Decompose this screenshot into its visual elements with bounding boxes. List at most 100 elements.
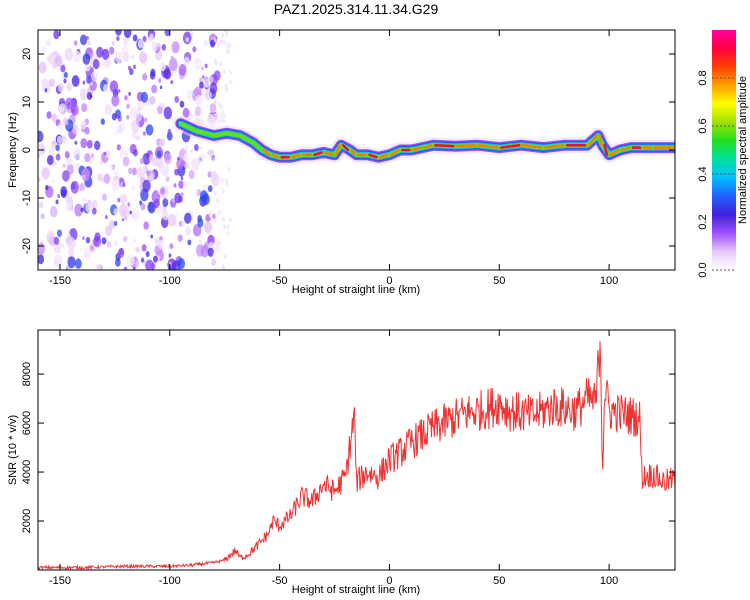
- noise-blob: [123, 36, 129, 46]
- noise-blob: [220, 109, 224, 115]
- noise-blob: [226, 231, 230, 237]
- noise-blob: [226, 223, 230, 229]
- noise-blob: [79, 34, 88, 46]
- noise-blob: [213, 58, 217, 64]
- noise-blob: [135, 246, 140, 253]
- noise-blob: [109, 163, 114, 171]
- noise-blob: [181, 221, 185, 228]
- noise-blob: [142, 73, 148, 81]
- noise-blob: [67, 233, 71, 239]
- noise-blob: [131, 213, 135, 218]
- noise-blob: [193, 143, 199, 152]
- noise-blob: [145, 124, 154, 136]
- noise-blob: [91, 207, 97, 215]
- noise-blob: [140, 203, 146, 211]
- colorbar-tick-label: 0.8: [697, 70, 709, 85]
- noise-blob: [142, 131, 146, 136]
- noise-blob: [92, 58, 100, 70]
- noise-blob: [47, 86, 51, 93]
- noise-blob: [220, 39, 224, 45]
- noise-blob: [84, 62, 91, 72]
- noise-blob: [106, 241, 112, 248]
- noise-blob: [113, 208, 119, 216]
- spectrogram-x-axis-label: Height of straight line (km): [292, 284, 420, 296]
- snr-y-tick-label: 8000: [21, 362, 33, 386]
- noise-blob: [184, 162, 189, 169]
- noise-blob: [55, 199, 59, 205]
- noise-blob: [192, 46, 197, 53]
- noise-blob: [199, 77, 203, 82]
- noise-blob: [219, 61, 223, 67]
- noise-blob: [199, 157, 202, 162]
- noise-blob: [159, 85, 163, 90]
- noise-blob: [57, 83, 64, 92]
- noise-blob: [178, 64, 187, 76]
- noise-blob: [49, 78, 56, 87]
- noise-blob: [62, 163, 66, 168]
- snr-y-axis-label: SNR (10 * v/v): [7, 415, 19, 485]
- noise-blob: [204, 63, 208, 69]
- noise-blob: [180, 176, 184, 181]
- noise-blob: [91, 71, 99, 82]
- noise-blob: [137, 38, 145, 49]
- snr-x-tick-label: 0: [386, 575, 392, 587]
- noise-blob: [169, 243, 174, 250]
- noise-blob: [158, 235, 163, 242]
- noise-blob: [60, 185, 68, 197]
- colorbar: 0.0 0.2 0.4 0.6 0.8 Normalized spectral ampl…: [697, 30, 749, 278]
- noise-blob: [204, 221, 213, 234]
- noise-blob: [220, 178, 224, 184]
- noise-blob: [228, 217, 232, 223]
- noise-blob: [74, 203, 83, 217]
- noise-blob: [86, 35, 89, 40]
- noise-blob: [87, 40, 91, 45]
- noise-blob: [184, 212, 192, 224]
- noise-blob: [164, 30, 170, 37]
- noise-blob: [207, 150, 211, 155]
- noise-blob: [103, 83, 109, 93]
- noise-blob: [217, 118, 221, 124]
- ridge-core: [423, 143, 433, 149]
- noise-blob: [41, 166, 50, 180]
- noise-blob: [213, 113, 217, 119]
- noise-blob: [171, 41, 180, 54]
- snr-x-tick-label: 100: [600, 575, 618, 587]
- noise-blob: [142, 152, 151, 165]
- noise-blob: [38, 177, 41, 182]
- noise-blob: [216, 241, 220, 247]
- spectrogram-y-axis-label: Frequency (Hz): [7, 112, 19, 188]
- noise-blob: [213, 37, 217, 43]
- noise-blob: [109, 46, 115, 55]
- spectrogram-y-tick-label: -10: [21, 190, 33, 206]
- noise-blob: [64, 48, 74, 61]
- noise-blob: [174, 96, 180, 104]
- noise-blob: [73, 50, 81, 63]
- noise-blob: [60, 64, 66, 73]
- noise-blob: [151, 41, 159, 52]
- noise-blob: [119, 193, 128, 205]
- noise-blob: [224, 83, 228, 89]
- noise-blob: [128, 167, 133, 175]
- noise-blob: [57, 229, 63, 237]
- noise-blob: [45, 184, 49, 191]
- noise-blob: [38, 254, 45, 265]
- noise-blob: [91, 199, 98, 210]
- noise-blob: [105, 58, 111, 67]
- noise-blob: [112, 41, 115, 46]
- noise-blob: [145, 251, 150, 258]
- noise-blob: [65, 97, 74, 110]
- noise-blob: [104, 149, 111, 158]
- noise-blob: [186, 89, 193, 100]
- noise-blob: [117, 89, 121, 93]
- spectrogram-x-tick-label: -100: [159, 275, 181, 287]
- noise-blob: [103, 173, 111, 184]
- noise-blob: [197, 218, 204, 228]
- noise-blob: [100, 118, 105, 125]
- noise-blob: [213, 218, 217, 224]
- snr-y-tick-label: 2000: [21, 509, 33, 533]
- noise-blob: [84, 153, 91, 163]
- snr-x-tick-label: -50: [272, 575, 288, 587]
- noise-blob: [139, 51, 148, 64]
- noise-blob: [181, 192, 184, 196]
